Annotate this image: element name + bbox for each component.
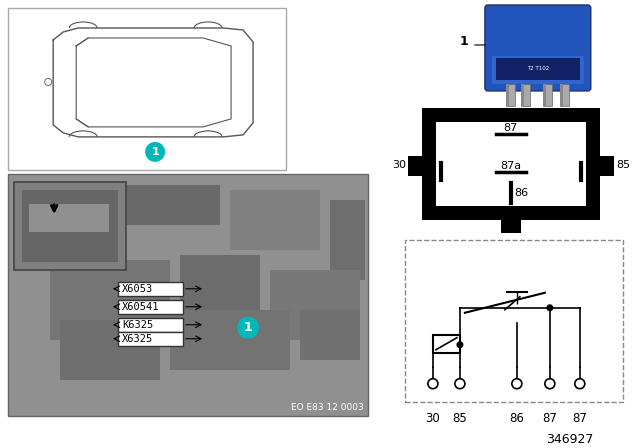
- Bar: [14, 182, 126, 270]
- Bar: [433, 335, 460, 353]
- FancyBboxPatch shape: [492, 56, 584, 84]
- Bar: [118, 318, 183, 332]
- Text: 346927: 346927: [546, 433, 593, 446]
- Bar: [180, 255, 260, 345]
- Circle shape: [237, 317, 259, 339]
- Bar: [118, 282, 183, 296]
- Bar: [8, 8, 286, 170]
- Bar: [501, 219, 521, 233]
- Text: 30: 30: [392, 160, 406, 170]
- Bar: [405, 240, 623, 402]
- Text: X6053: X6053: [122, 284, 154, 294]
- Bar: [22, 190, 118, 262]
- Bar: [230, 190, 320, 250]
- Circle shape: [456, 341, 463, 348]
- Bar: [60, 320, 160, 380]
- Circle shape: [547, 304, 554, 311]
- Text: 87: 87: [504, 123, 518, 133]
- Circle shape: [145, 142, 165, 162]
- Bar: [496, 58, 580, 80]
- Text: X60541: X60541: [122, 302, 159, 312]
- Text: 87: 87: [542, 412, 557, 425]
- Bar: [330, 200, 365, 280]
- Bar: [270, 270, 360, 340]
- Polygon shape: [53, 28, 253, 137]
- Bar: [560, 84, 563, 106]
- Text: 87: 87: [572, 412, 588, 425]
- Circle shape: [512, 379, 522, 389]
- Text: 1: 1: [244, 321, 252, 334]
- Text: X6325: X6325: [122, 334, 154, 344]
- Text: 87a: 87a: [500, 161, 522, 171]
- Text: 85: 85: [452, 412, 467, 425]
- Text: 85: 85: [616, 160, 630, 170]
- Text: 1: 1: [151, 147, 159, 157]
- Text: EO E83 12 0003: EO E83 12 0003: [291, 403, 364, 412]
- Bar: [118, 332, 183, 346]
- Text: T2 T102: T2 T102: [527, 66, 549, 71]
- Bar: [560, 84, 569, 106]
- Text: 30: 30: [426, 412, 440, 425]
- Bar: [118, 300, 183, 314]
- Circle shape: [455, 379, 465, 389]
- Bar: [543, 84, 552, 106]
- Bar: [598, 156, 614, 176]
- Bar: [29, 204, 109, 232]
- Circle shape: [428, 379, 438, 389]
- Bar: [506, 84, 509, 106]
- Bar: [30, 200, 110, 250]
- Circle shape: [575, 379, 585, 389]
- Bar: [521, 84, 530, 106]
- Bar: [506, 84, 515, 106]
- Bar: [408, 156, 424, 176]
- Bar: [543, 84, 546, 106]
- Bar: [8, 174, 368, 416]
- Text: 86: 86: [509, 412, 524, 425]
- Bar: [50, 260, 170, 340]
- Bar: [170, 310, 290, 370]
- Text: K6325: K6325: [122, 320, 154, 330]
- Text: 86: 86: [514, 188, 528, 198]
- Bar: [521, 84, 524, 106]
- Bar: [300, 310, 360, 360]
- FancyBboxPatch shape: [485, 5, 591, 91]
- Bar: [422, 108, 600, 220]
- Bar: [436, 122, 586, 206]
- Text: 1: 1: [459, 35, 468, 48]
- Circle shape: [545, 379, 555, 389]
- Bar: [120, 185, 220, 225]
- Bar: [501, 207, 521, 221]
